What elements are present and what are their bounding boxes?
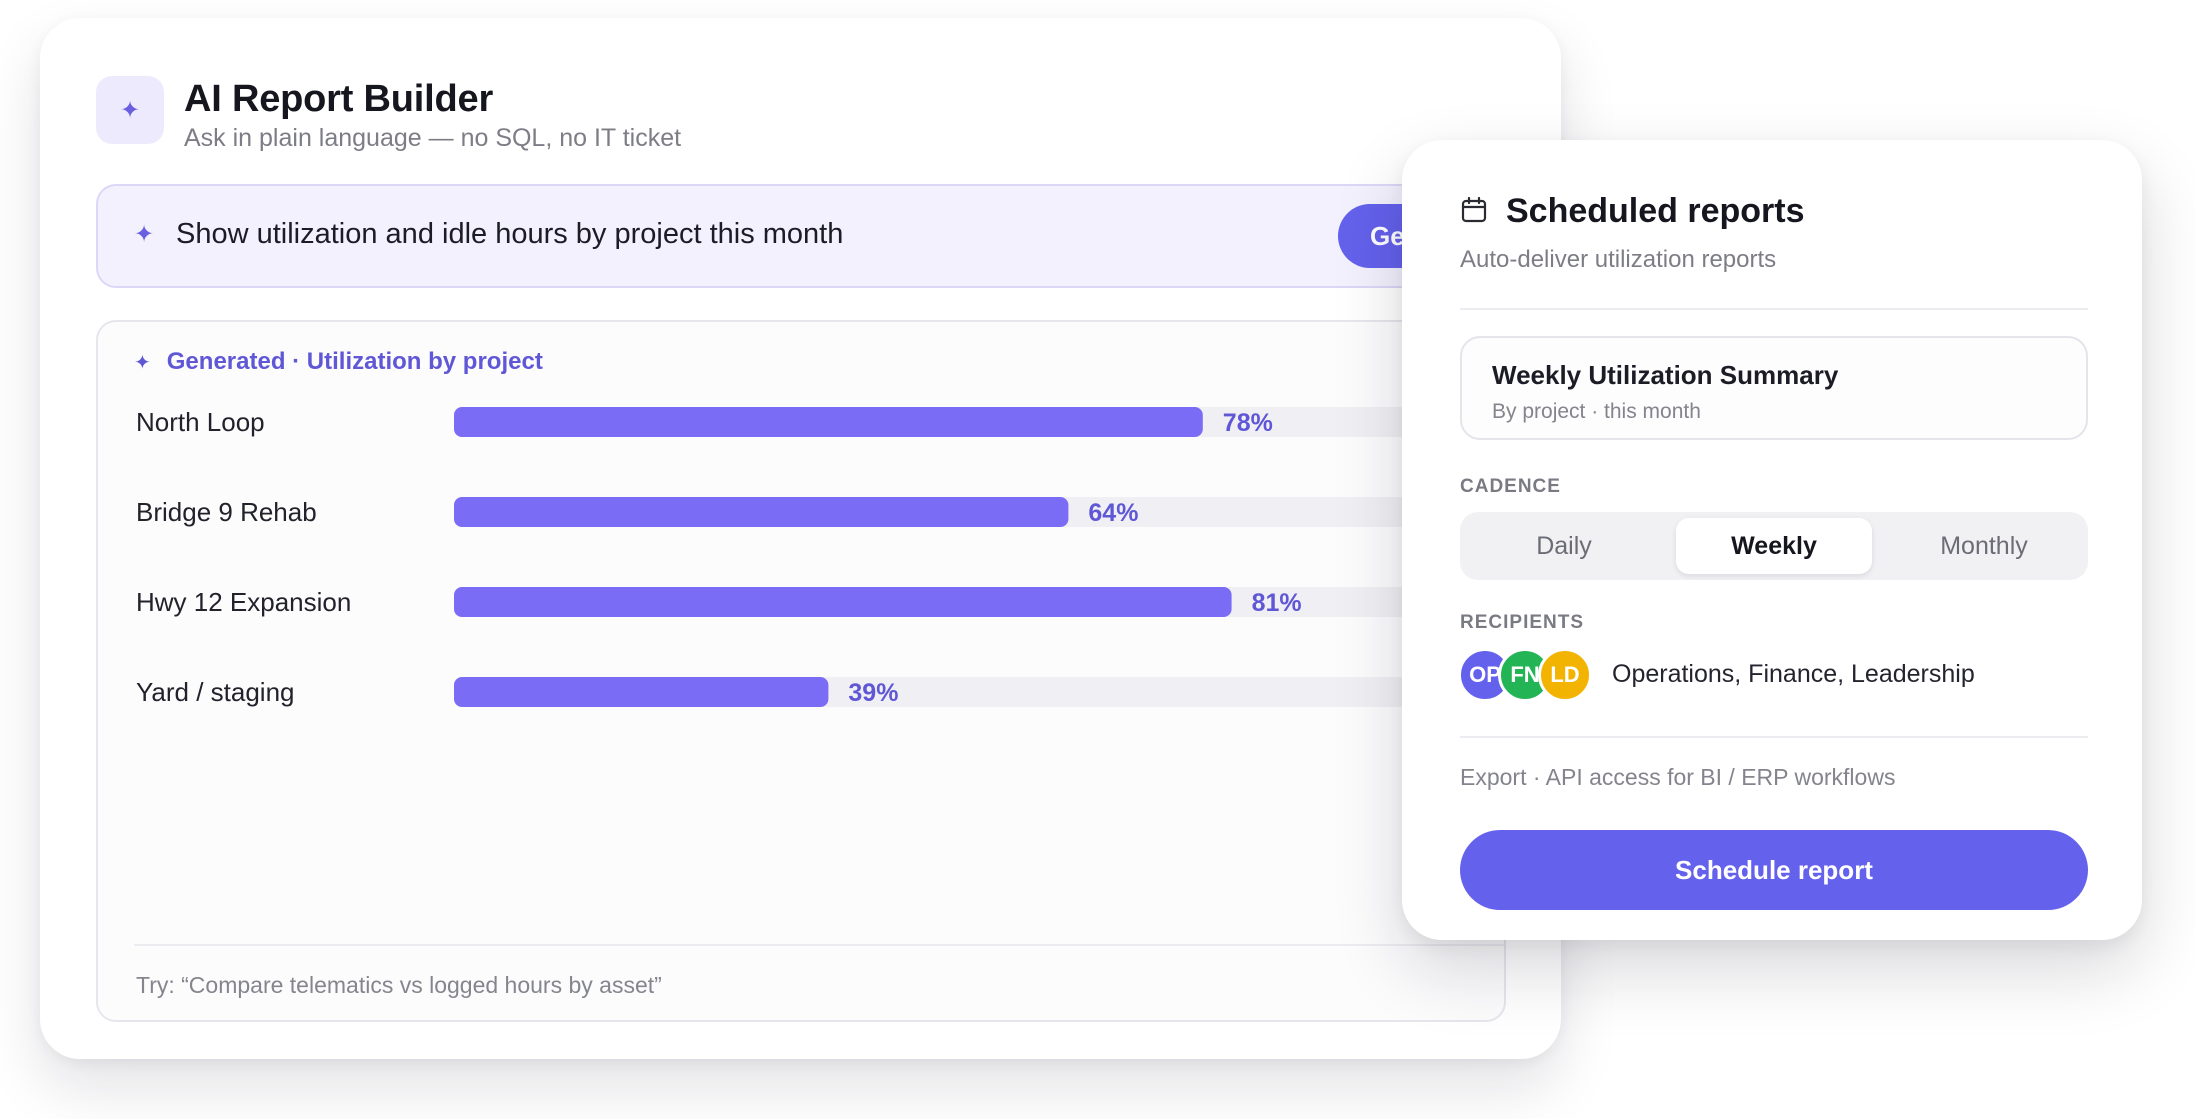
bar xyxy=(454,497,1069,527)
prompt-input[interactable]: ✦ Show utilization and idle hours by pro… xyxy=(96,184,1506,288)
sparkle-icon: ✦ xyxy=(134,351,151,374)
report-selector[interactable]: Weekly Utilization Summary By project · … xyxy=(1460,336,2088,440)
cadence-option-daily[interactable]: Daily xyxy=(1536,532,1592,560)
bar-value-label: 64% xyxy=(1088,499,1138,527)
prompt-text: Show utilization and idle hours by proje… xyxy=(176,218,844,250)
cadence-option-monthly[interactable]: Monthly xyxy=(1940,532,2028,560)
schedule-report-button[interactable]: Schedule report xyxy=(1460,830,2088,910)
divider xyxy=(1460,308,2088,310)
report-description: By project · this month xyxy=(1492,400,1701,423)
bar-value-label: 39% xyxy=(848,679,898,707)
avatar: LD xyxy=(1538,648,1592,702)
bar-category-label: North Loop xyxy=(136,407,265,437)
bar-value-label: 78% xyxy=(1223,409,1273,437)
bar-value-label: 81% xyxy=(1252,589,1302,617)
report-name: Weekly Utilization Summary xyxy=(1492,360,1839,390)
export-note: Export · API access for BI / ERP workflo… xyxy=(1460,764,1896,790)
bar xyxy=(454,677,829,707)
utilization-bar-chart: North Loop 78% Bridge 9 Rehab 64% Hwy 12 Exp… xyxy=(136,407,1504,707)
result-header: ✦ Generated · Utilization by project xyxy=(134,348,543,376)
scheduled-reports-subtitle: Auto-deliver utilization reports xyxy=(1460,246,1777,273)
bar xyxy=(454,587,1232,617)
cadence-segmented-control: Daily Weekly Monthly xyxy=(1460,512,2088,580)
bar-category-label: Bridge 9 Rehab xyxy=(136,497,317,527)
divider xyxy=(1460,736,2088,738)
scheduled-reports-card: Scheduled reports Auto-deliver utilizati… xyxy=(1402,140,2142,940)
scheduled-reports-title: Scheduled reports xyxy=(1506,192,1805,230)
result-panel: ✦ Generated · Utilization by project Nor… xyxy=(96,320,1506,1022)
bar xyxy=(454,407,1203,437)
calendar-icon xyxy=(1461,196,1487,223)
recipients-label: RECIPIENTS xyxy=(1460,612,1585,633)
page-subtitle: Ask in plain language — no SQL, no IT ti… xyxy=(184,124,682,152)
report-builder-card: ✦ AI Report Builder Ask in plain languag… xyxy=(40,18,1561,1059)
result-header-label: Generated · Utilization by project xyxy=(166,348,543,375)
divider xyxy=(134,944,1504,946)
cadence-option-weekly[interactable]: Weekly xyxy=(1676,518,1872,574)
bar-category-label: Yard / staging xyxy=(136,677,295,707)
try-hint: Try: “Compare telematics vs logged hours… xyxy=(136,972,662,998)
bar-category-label: Hwy 12 Expansion xyxy=(136,587,351,617)
recipient-avatars: OP FN LD xyxy=(1458,648,1598,702)
sparkle-icon: ✦ xyxy=(96,76,164,144)
recipients-list: Operations, Finance, Leadership xyxy=(1612,660,1975,688)
page-title: AI Report Builder xyxy=(184,78,494,120)
sparkle-icon: ✦ xyxy=(134,221,155,248)
cadence-label: CADENCE xyxy=(1460,476,1561,497)
